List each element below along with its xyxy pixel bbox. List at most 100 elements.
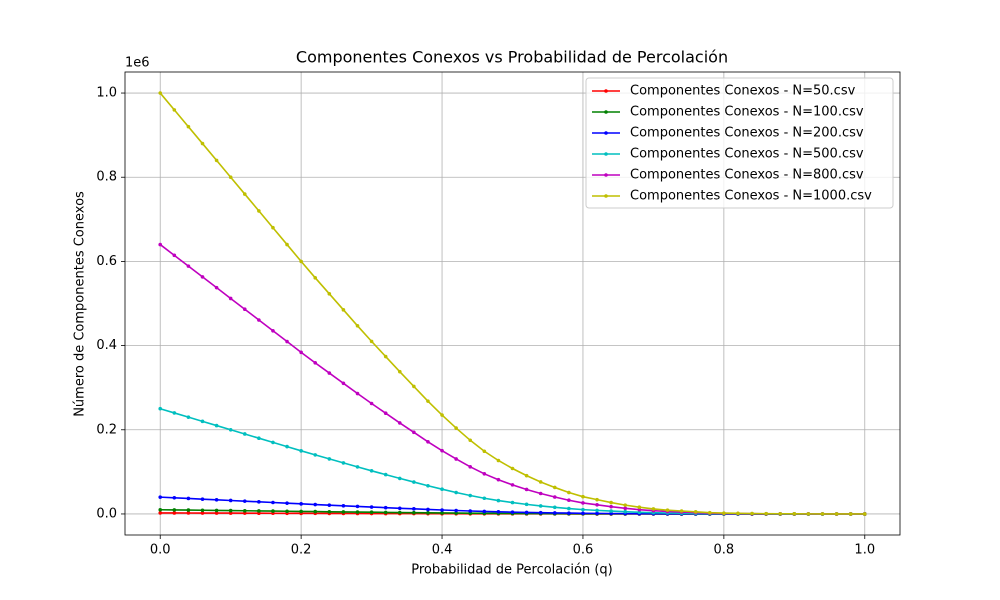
data-point (341, 461, 346, 465)
data-point (158, 406, 163, 411)
data-point (524, 502, 529, 507)
data-point (257, 318, 261, 322)
data-point (214, 285, 219, 290)
data-point (214, 423, 219, 428)
x-axis-label: Probabilidad de Percolación (q) (411, 563, 613, 578)
data-point (736, 511, 740, 516)
data-point (313, 509, 318, 514)
x-tick-label: 0.4 (432, 543, 453, 558)
legend-label: Componentes Conexos - N=100.csv (630, 105, 864, 120)
data-point (623, 509, 628, 514)
data-point (228, 427, 233, 432)
legend-label: Componentes Conexos - N=50.csv (630, 84, 856, 99)
data-point (623, 506, 628, 511)
data-point (327, 509, 332, 514)
data-point (581, 501, 585, 505)
data-point (510, 466, 515, 471)
data-point (482, 449, 487, 454)
data-point (750, 511, 754, 516)
data-point (341, 510, 346, 514)
data-point (158, 91, 163, 95)
data-point (510, 483, 515, 487)
data-point (172, 108, 177, 112)
data-point (383, 411, 388, 415)
data-point (257, 436, 261, 440)
data-point (538, 504, 543, 508)
data-point (285, 339, 289, 344)
data-point (496, 510, 501, 514)
data-point (369, 469, 374, 473)
data-point (454, 511, 458, 515)
data-point (285, 242, 289, 247)
data-point (510, 500, 515, 505)
data-point (200, 141, 205, 146)
data-point (440, 448, 444, 453)
data-point (369, 505, 374, 509)
data-point (567, 511, 571, 515)
data-point (383, 354, 388, 359)
data-point (228, 296, 233, 301)
data-point (468, 465, 473, 469)
data-point (200, 508, 205, 513)
data-point (764, 511, 768, 516)
data-point (327, 292, 332, 296)
data-point (468, 509, 473, 513)
data-point (383, 510, 388, 515)
data-point (651, 507, 656, 511)
data-point (242, 432, 247, 436)
data-point (158, 507, 163, 512)
data-point (200, 419, 205, 424)
data-point (426, 399, 430, 403)
data-point (158, 242, 163, 247)
data-point (214, 508, 219, 513)
legend-label: Componentes Conexos - N=500.csv (630, 147, 864, 162)
data-point (397, 421, 402, 425)
data-point (834, 512, 839, 516)
data-point (581, 511, 585, 516)
data-point (355, 510, 360, 514)
data-point (327, 371, 332, 375)
data-point (778, 511, 783, 516)
data-point (440, 413, 444, 417)
legend-label: Componentes Conexos - N=1000.csv (630, 189, 872, 204)
data-point (242, 192, 247, 196)
data-point (440, 508, 444, 512)
data-point (200, 497, 205, 501)
data-point (426, 483, 430, 488)
legend-marker (604, 110, 608, 114)
y-tick-label: 1.0 (96, 86, 117, 101)
data-point (327, 457, 332, 461)
data-point (186, 508, 191, 512)
data-point (299, 502, 303, 506)
legend-marker (604, 152, 608, 156)
y-tick-label: 0.8 (96, 170, 117, 185)
data-point (524, 510, 529, 515)
chart-title: Componentes Conexos vs Probabilidad de P… (296, 48, 728, 67)
data-point (426, 507, 430, 512)
data-point (412, 480, 416, 484)
data-point (341, 308, 346, 312)
data-point (595, 497, 599, 502)
data-point (482, 471, 487, 476)
data-point (397, 510, 402, 515)
y-tick-label: 0.2 (96, 422, 117, 437)
y-tick-label: 0.0 (96, 506, 117, 521)
data-point (186, 264, 191, 268)
data-point (341, 503, 346, 508)
data-point (200, 511, 205, 515)
legend: Componentes Conexos - N=50.csv Componente… (585, 77, 894, 209)
data-point (186, 124, 191, 129)
data-point (623, 503, 628, 507)
data-point (454, 490, 458, 495)
data-point (271, 328, 275, 333)
data-point (158, 495, 163, 499)
y-offset-label: 1e6 (125, 56, 150, 71)
legend-label: Componentes Conexos - N=800.csv (630, 168, 864, 183)
data-point (707, 510, 712, 515)
data-point (214, 511, 219, 515)
data-point (581, 494, 585, 499)
data-point (426, 511, 430, 515)
data-point (186, 496, 191, 501)
data-point (242, 508, 247, 513)
data-point (552, 511, 557, 515)
